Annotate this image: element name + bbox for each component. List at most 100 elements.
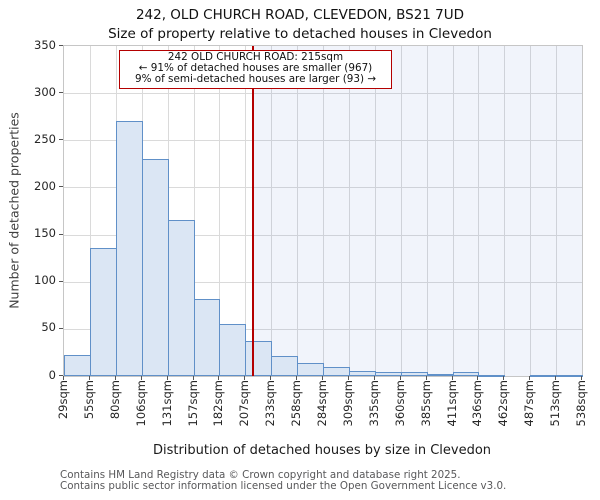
y-tick-mark	[59, 92, 63, 94]
attribution-footer: Contains HM Land Registry data © Crown c…	[60, 469, 600, 493]
x-tick-mark	[89, 376, 90, 380]
x-tick-mark	[400, 376, 401, 380]
histogram-bar	[530, 375, 557, 377]
x-gridline	[323, 46, 324, 376]
histogram-bar	[556, 375, 583, 377]
x-tick-mark	[115, 376, 116, 380]
x-gridline	[401, 46, 402, 376]
y-tick-mark	[59, 280, 63, 282]
chart-subtitle: Size of property relative to detached ho…	[108, 25, 492, 42]
annotation-line-address: 242 OLD CHURCH ROAD: 215sqm	[167, 51, 344, 63]
x-tick-label: 55sqm	[81, 380, 96, 420]
x-gridline	[556, 46, 557, 376]
property-size-marker-line	[252, 46, 255, 376]
x-gridline	[530, 46, 531, 376]
x-tick-mark	[529, 376, 530, 380]
histogram-bar	[453, 372, 479, 376]
y-tick-label: 300	[34, 84, 56, 99]
histogram-bar	[245, 341, 272, 376]
x-tick-label: 385sqm	[418, 380, 433, 427]
x-gridline	[245, 46, 246, 376]
x-tick-label: 284sqm	[315, 380, 329, 427]
x-tick-label: 207sqm	[237, 380, 252, 427]
x-tick-label: 487sqm	[522, 380, 537, 427]
x-tick-label: 80sqm	[107, 380, 122, 420]
x-tick-mark	[477, 376, 478, 380]
x-tick-label: 335sqm	[366, 380, 381, 427]
y-tick-mark	[59, 233, 63, 235]
y-tick-label: 250	[34, 131, 56, 146]
plot-area	[63, 45, 583, 377]
histogram-bar	[219, 324, 246, 376]
marker-annotation-box: 242 OLD CHURCH ROAD: 215sqm ← 91% of det…	[119, 50, 392, 89]
x-gridline	[219, 46, 220, 376]
annotation-line-smaller: ← 91% of detached houses are smaller (96…	[138, 62, 373, 75]
x-tick-mark	[63, 376, 64, 380]
x-gridline	[504, 46, 505, 376]
x-gridline	[297, 46, 298, 376]
y-tick-label: 100	[34, 273, 56, 288]
y-tick-label: 50	[41, 320, 56, 335]
x-tick-mark	[555, 376, 556, 380]
x-tick-mark	[218, 376, 219, 380]
y-tick-mark	[59, 139, 63, 141]
histogram-bar	[142, 159, 169, 376]
x-tick-label: 182sqm	[211, 380, 226, 427]
y-tick-label: 0	[48, 367, 56, 382]
x-tick-label: 411sqm	[444, 380, 459, 427]
annotation-line-larger: 9% of semi-detached houses are larger (9…	[134, 73, 377, 86]
x-gridline	[90, 46, 91, 376]
x-tick-label: 106sqm	[133, 380, 148, 427]
histogram-bar	[116, 121, 143, 376]
y-tick-mark	[59, 327, 63, 329]
x-tick-mark	[452, 376, 453, 380]
x-tick-label: 538sqm	[574, 380, 588, 427]
x-tick-label: 436sqm	[470, 380, 485, 427]
histogram-bar	[349, 371, 376, 376]
larger-than-marker-region	[253, 46, 582, 376]
histogram-bar	[271, 356, 298, 376]
x-tick-label: 131sqm	[159, 380, 174, 427]
histogram-bar	[375, 372, 402, 376]
x-tick-mark	[270, 376, 271, 380]
x-tick-label: 309sqm	[340, 380, 355, 427]
histogram-bar	[478, 375, 505, 377]
x-gridline	[194, 46, 195, 376]
histogram-bar	[90, 248, 117, 376]
x-gridline	[375, 46, 376, 376]
x-gridline	[478, 46, 479, 376]
histogram-bar	[194, 299, 220, 376]
chart-header: 242, OLD CHURCH ROAD, CLEVEDON, BS21 7UD…	[0, 6, 600, 43]
y-tick-mark	[59, 45, 63, 46]
x-tick-mark	[322, 376, 323, 380]
x-tick-label: 233sqm	[263, 380, 278, 427]
footer-line-1: Contains HM Land Registry data © Crown c…	[60, 469, 461, 481]
x-tick-label: 258sqm	[289, 380, 304, 427]
x-tick-mark	[581, 376, 582, 380]
x-gridline	[453, 46, 454, 376]
y-tick-label: 200	[34, 178, 56, 193]
histogram-bar	[401, 372, 428, 376]
x-tick-label: 462sqm	[496, 380, 511, 427]
x-tick-label: 360sqm	[392, 380, 407, 427]
y-tick-mark	[59, 375, 63, 376]
y-tick-mark	[59, 186, 63, 188]
x-tick-label: 513sqm	[548, 380, 563, 427]
x-gridline	[427, 46, 428, 376]
x-tick-mark	[193, 376, 194, 380]
x-tick-mark	[503, 376, 504, 380]
x-tick-mark	[141, 376, 142, 380]
x-tick-mark	[296, 376, 297, 380]
histogram-bar	[64, 355, 91, 376]
x-tick-label: 157sqm	[185, 380, 200, 427]
footer-line-2: Contains public sector information licen…	[60, 480, 507, 493]
y-tick-label: 150	[34, 226, 56, 241]
x-gridline	[349, 46, 350, 376]
histogram-bar	[427, 374, 454, 376]
x-tick-mark	[374, 376, 375, 380]
x-tick-mark	[167, 376, 168, 380]
x-tick-label: 29sqm	[56, 380, 70, 420]
x-axis-label: Distribution of detached houses by size …	[152, 443, 492, 458]
histogram-bar	[323, 367, 350, 376]
